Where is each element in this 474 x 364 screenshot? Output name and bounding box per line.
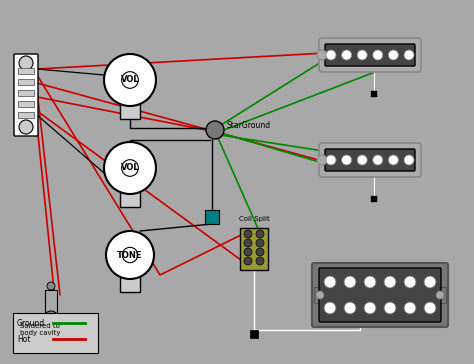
Circle shape: [342, 155, 352, 165]
Circle shape: [244, 230, 252, 238]
Circle shape: [344, 302, 356, 314]
Circle shape: [19, 120, 33, 134]
Circle shape: [424, 302, 436, 314]
Bar: [434, 287, 446, 303]
Bar: [250, 330, 258, 338]
Circle shape: [344, 276, 356, 288]
Circle shape: [44, 311, 58, 325]
Circle shape: [122, 72, 138, 88]
Bar: [18, 101, 34, 107]
Circle shape: [324, 276, 336, 288]
Circle shape: [256, 248, 264, 256]
Bar: [120, 189, 140, 207]
Text: Coil Split: Coil Split: [238, 216, 269, 222]
FancyBboxPatch shape: [325, 44, 415, 66]
Circle shape: [106, 231, 154, 279]
Bar: [120, 101, 140, 119]
Circle shape: [326, 155, 336, 165]
Text: StarGround: StarGround: [227, 121, 271, 130]
Bar: [371, 91, 377, 97]
Bar: [13, 313, 98, 353]
Circle shape: [122, 247, 137, 263]
Circle shape: [122, 160, 138, 176]
Circle shape: [256, 230, 264, 238]
Text: Hot: Hot: [17, 335, 30, 344]
Circle shape: [424, 276, 436, 288]
Circle shape: [373, 155, 383, 165]
FancyBboxPatch shape: [319, 38, 421, 72]
Circle shape: [357, 50, 367, 60]
Text: VOL: VOL: [121, 75, 139, 84]
Bar: [18, 79, 34, 85]
Bar: [120, 274, 140, 292]
FancyBboxPatch shape: [312, 263, 448, 327]
Circle shape: [436, 291, 444, 299]
Circle shape: [364, 302, 376, 314]
Circle shape: [326, 50, 336, 60]
Circle shape: [256, 257, 264, 265]
Circle shape: [364, 276, 376, 288]
Bar: [45, 290, 57, 318]
FancyBboxPatch shape: [325, 149, 415, 171]
Circle shape: [244, 239, 252, 247]
Circle shape: [244, 257, 252, 265]
Circle shape: [404, 302, 416, 314]
Circle shape: [384, 276, 396, 288]
Circle shape: [256, 239, 264, 247]
Circle shape: [388, 155, 399, 165]
Bar: [371, 196, 377, 202]
FancyBboxPatch shape: [14, 54, 38, 136]
Bar: [240, 228, 268, 270]
Circle shape: [206, 121, 224, 139]
Circle shape: [317, 50, 327, 60]
Text: Ground: Ground: [17, 318, 45, 328]
Circle shape: [244, 248, 252, 256]
Circle shape: [388, 50, 399, 60]
Circle shape: [317, 155, 327, 165]
Circle shape: [19, 56, 33, 70]
Circle shape: [404, 155, 414, 165]
Circle shape: [104, 142, 156, 194]
Text: VOL: VOL: [121, 163, 139, 173]
Bar: [18, 112, 34, 118]
Circle shape: [47, 282, 55, 290]
FancyBboxPatch shape: [319, 143, 421, 177]
Bar: [205, 210, 219, 224]
Circle shape: [404, 50, 414, 60]
Bar: [18, 90, 34, 96]
Circle shape: [404, 276, 416, 288]
Circle shape: [324, 302, 336, 314]
Bar: [18, 68, 34, 74]
Text: TONE: TONE: [117, 250, 143, 260]
FancyBboxPatch shape: [319, 268, 441, 322]
Bar: [314, 287, 326, 303]
Circle shape: [373, 50, 383, 60]
Circle shape: [384, 302, 396, 314]
Circle shape: [104, 54, 156, 106]
Circle shape: [342, 50, 352, 60]
Circle shape: [357, 155, 367, 165]
Text: Soldered to
body cavity: Soldered to body cavity: [20, 323, 61, 336]
Circle shape: [316, 291, 324, 299]
